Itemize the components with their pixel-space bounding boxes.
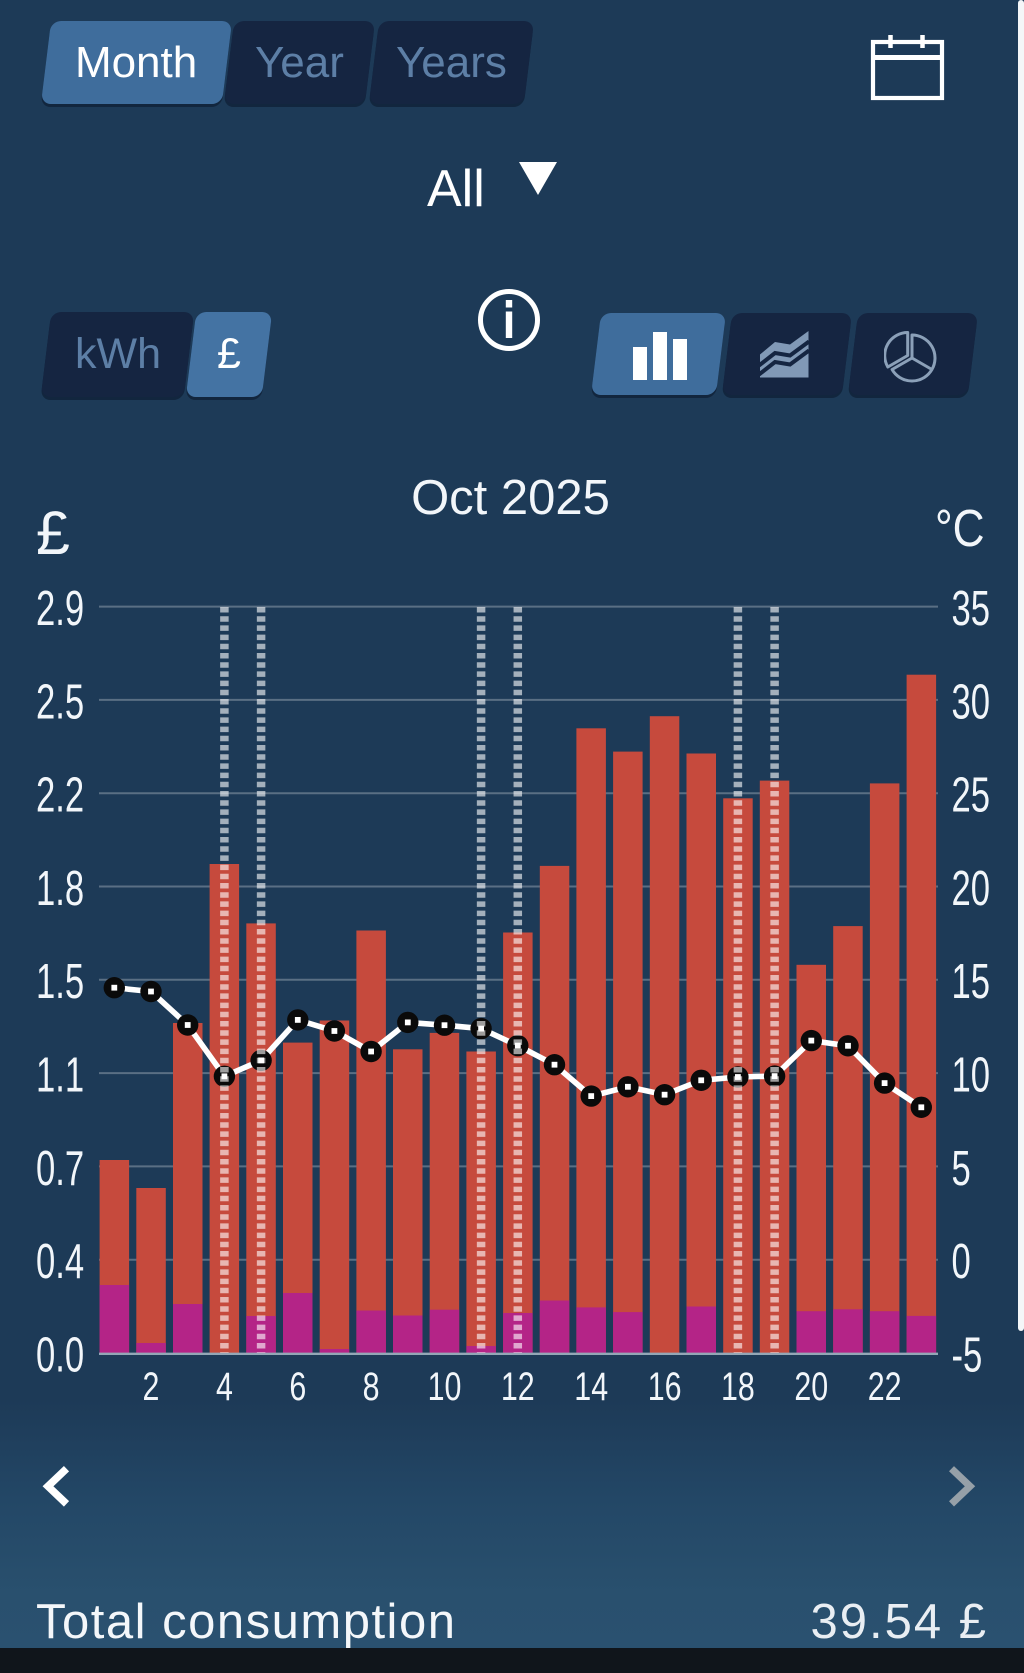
svg-text:18: 18 [721, 1364, 755, 1409]
svg-text:6: 6 [289, 1364, 306, 1409]
svg-text:1.8: 1.8 [36, 861, 84, 917]
svg-text:20: 20 [952, 861, 991, 917]
svg-text:2.2: 2.2 [36, 768, 84, 824]
svg-text:25: 25 [952, 768, 991, 824]
svg-text:22: 22 [868, 1364, 902, 1409]
svg-text:0.0: 0.0 [36, 1327, 84, 1383]
svg-text:20: 20 [794, 1364, 828, 1409]
svg-text:1.5: 1.5 [36, 954, 84, 1010]
svg-text:0: 0 [952, 1234, 971, 1290]
svg-text:0.7: 0.7 [36, 1141, 84, 1197]
svg-text:-5: -5 [952, 1327, 983, 1383]
svg-text:1.1: 1.1 [36, 1047, 84, 1103]
svg-text:12: 12 [501, 1364, 535, 1409]
svg-text:10: 10 [428, 1364, 462, 1409]
svg-text:14: 14 [574, 1364, 608, 1409]
svg-text:8: 8 [363, 1364, 380, 1409]
svg-text:2: 2 [143, 1364, 160, 1409]
svg-text:0.4: 0.4 [36, 1234, 84, 1290]
svg-text:10: 10 [952, 1047, 991, 1103]
svg-text:35: 35 [952, 581, 991, 637]
svg-text:5: 5 [952, 1141, 971, 1197]
svg-text:15: 15 [952, 954, 991, 1010]
svg-text:2.5: 2.5 [36, 674, 84, 730]
svg-text:30: 30 [952, 674, 991, 730]
svg-text:2.9: 2.9 [36, 581, 84, 637]
svg-text:16: 16 [648, 1364, 682, 1409]
svg-text:4: 4 [216, 1364, 233, 1409]
